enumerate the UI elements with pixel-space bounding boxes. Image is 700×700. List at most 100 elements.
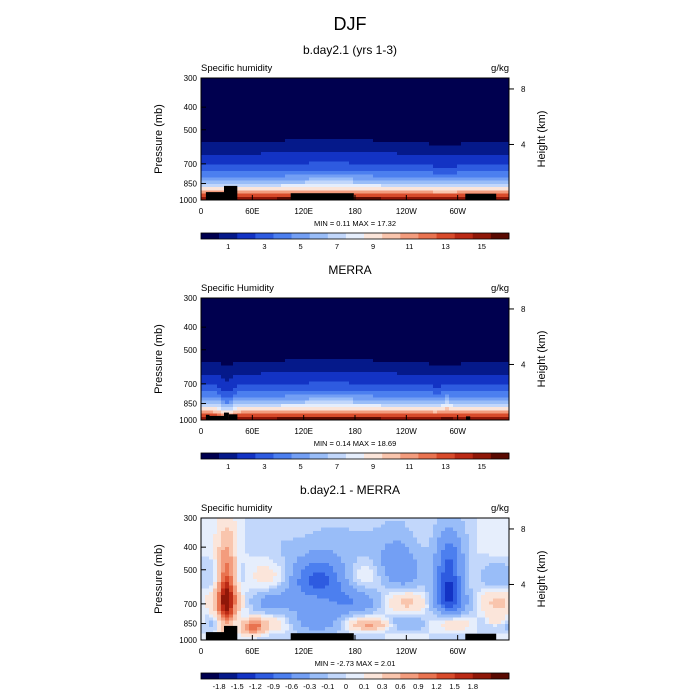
- heatmap-cell: [505, 371, 510, 376]
- heatmap-cell: [377, 336, 382, 341]
- heatmap-cell: [237, 97, 242, 102]
- heatmap-cell: [449, 87, 454, 92]
- heatmap-cell: [385, 333, 390, 338]
- heatmap-cell: [257, 375, 262, 379]
- heatmap-cell: [221, 317, 226, 322]
- heatmap-cell: [501, 187, 506, 191]
- heatmap-cell: [353, 87, 358, 92]
- heatmap-cell: [385, 97, 390, 102]
- heatmap-cell: [497, 187, 502, 191]
- heatmap-cell: [209, 94, 214, 98]
- heatmap-cell: [353, 317, 358, 322]
- heatmap-cell: [241, 94, 246, 98]
- heatmap-cell: [453, 349, 458, 354]
- heatmap-cell: [485, 183, 490, 188]
- heatmap-cell: [357, 103, 362, 108]
- heatmap-cell: [457, 113, 462, 118]
- heatmap-cell: [481, 81, 486, 86]
- heatmap-cell: [317, 326, 322, 331]
- heatmap-cell: [473, 346, 478, 350]
- heatmap-cell: [401, 339, 406, 344]
- heatmap-cell: [397, 375, 402, 379]
- heatmap-cell: [261, 183, 266, 188]
- heatmap-cell: [229, 106, 234, 111]
- heatmap-cell: [273, 177, 278, 182]
- heatmap-cell: [477, 90, 482, 95]
- heatmap-cell: [425, 307, 430, 312]
- heatmap-cell: [313, 142, 318, 147]
- heatmap-cell: [385, 375, 390, 379]
- heatmap-cell: [437, 339, 442, 344]
- heatmap-cell: [253, 359, 258, 363]
- heatmap-cell: [213, 97, 218, 102]
- heatmap-cell: [221, 301, 226, 306]
- heatmap-cell: [221, 155, 226, 159]
- heatmap-cell: [341, 100, 346, 105]
- heatmap-cell: [233, 116, 238, 121]
- heatmap-cell: [201, 126, 206, 130]
- heatmap-cell: [433, 94, 438, 98]
- heatmap-cell: [257, 94, 262, 98]
- heatmap-cell: [377, 378, 382, 383]
- heatmap-cell: [333, 339, 338, 344]
- heatmap-cell: [353, 342, 358, 347]
- heatmap-cell: [481, 375, 486, 379]
- heatmap-cell: [457, 375, 462, 379]
- heatmap-cell: [361, 174, 366, 179]
- heatmap-cell: [309, 151, 314, 156]
- heatmap-cell: [253, 375, 258, 379]
- heatmap-cell: [269, 352, 274, 357]
- heatmap-cell: [309, 320, 314, 325]
- heatmap-cell: [353, 97, 358, 102]
- heatmap-cell: [257, 342, 262, 347]
- heatmap-cell: [345, 119, 350, 124]
- heatmap-cell: [461, 119, 466, 124]
- heatmap-cell: [337, 103, 342, 108]
- heatmap-cell: [409, 339, 414, 344]
- heatmap-cell: [477, 158, 482, 163]
- heatmap-cell: [293, 336, 298, 341]
- heatmap-cell: [381, 330, 386, 334]
- heatmap-cell: [309, 139, 314, 143]
- heatmap-cell: [269, 110, 274, 114]
- heatmap-cell: [505, 171, 510, 175]
- y-tick-label: 1000: [179, 196, 197, 205]
- heatmap-cell: [209, 333, 214, 338]
- heatmap-cell: [361, 148, 366, 153]
- heatmap-cell: [265, 87, 270, 92]
- heatmap-cell: [445, 113, 450, 118]
- heatmap-cell: [393, 135, 398, 140]
- heatmap-cell: [221, 119, 226, 124]
- heatmap-cell: [381, 81, 386, 86]
- heatmap-cell: [337, 317, 342, 322]
- heatmap-cell: [205, 333, 210, 338]
- heatmap-cell: [477, 371, 482, 376]
- heatmap-cell: [453, 106, 458, 111]
- heatmap-cell: [397, 336, 402, 341]
- heatmap-cell: [333, 135, 338, 140]
- heatmap-cell: [213, 116, 218, 121]
- heatmap-cell: [285, 183, 290, 188]
- heatmap-cell: [341, 145, 346, 150]
- heatmap-cell: [329, 139, 334, 143]
- heatmap-cell: [421, 355, 426, 360]
- heatmap-cell: [201, 307, 206, 312]
- heatmap-cell: [289, 106, 294, 111]
- heatmap-cell: [237, 368, 242, 373]
- heatmap-cell: [497, 97, 502, 102]
- heatmap-cell: [481, 339, 486, 344]
- heatmap-cell: [501, 183, 506, 188]
- heatmap-cell: [309, 359, 314, 363]
- heatmap-cell: [205, 103, 210, 108]
- heatmap-cell: [393, 317, 398, 322]
- heatmap-cell: [353, 142, 358, 147]
- heatmap-cell: [473, 94, 478, 98]
- heatmap-cell: [245, 132, 250, 137]
- heatmap-cell: [505, 336, 510, 341]
- heatmap-cell: [481, 359, 486, 363]
- heatmap-cell: [273, 97, 278, 102]
- heatmap-cell: [441, 113, 446, 118]
- heatmap-cell: [225, 116, 230, 121]
- heatmap-cell: [365, 352, 370, 357]
- heatmap-cell: [429, 336, 434, 341]
